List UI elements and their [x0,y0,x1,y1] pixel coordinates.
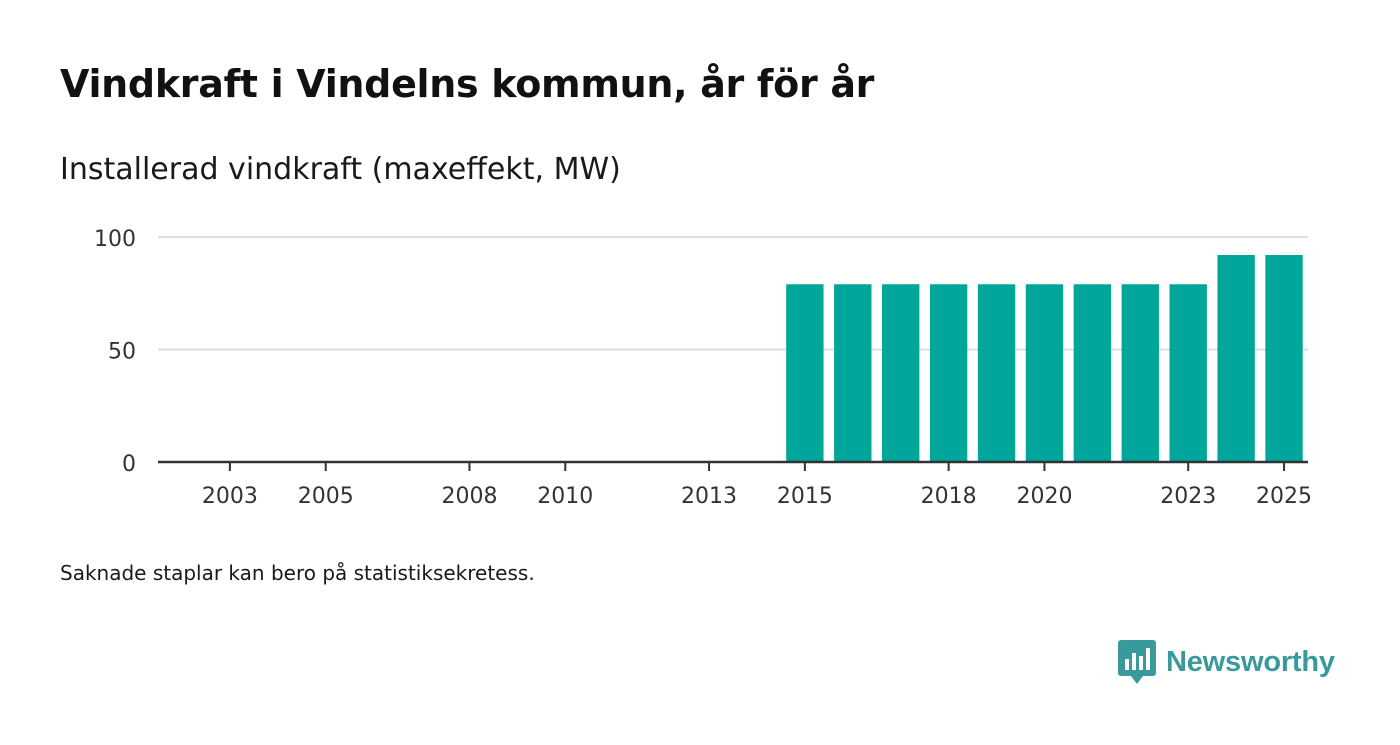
gridlines [158,236,1308,351]
x-tick-label-2013: 2013 [681,484,737,509]
bar-chart: 0 50 100 2003 2005 2008 2010 2013 2015 2018 2020 20… [94,227,1312,509]
bar-2023[interactable] [1169,284,1207,462]
newsworthy-logo[interactable]: Newsworthy [1118,640,1335,684]
newsworthy-logo-icon [1118,640,1156,684]
bar-2024[interactable] [1217,255,1255,462]
chart-subtitle: Installerad vindkraft (maxeffekt, MW) [60,152,621,187]
y-tick-label-100: 100 [94,227,136,252]
y-tick-label-0: 0 [122,452,136,477]
bar-2015[interactable] [786,284,824,462]
bar-2022[interactable] [1121,284,1159,462]
x-tick-label-2023: 2023 [1160,484,1216,509]
x-tick-label-2018: 2018 [921,484,977,509]
bar-2025[interactable] [1265,255,1303,462]
chart-title: Vindkraft i Vindelns kommun, år för år [60,62,875,106]
bar-2018[interactable] [929,284,968,462]
bar-2019[interactable] [977,284,1016,462]
bar-2016[interactable] [834,284,872,462]
bar-2017[interactable] [882,284,920,462]
footnote: Saknade staplar kan bero på statistiksek… [60,561,535,585]
y-tick-label-50: 50 [108,340,136,365]
x-tick-label-2025: 2025 [1256,484,1312,509]
bar-2021[interactable] [1073,284,1112,462]
x-tick-label-2010: 2010 [537,484,593,509]
x-tick-label-2015: 2015 [777,484,833,509]
x-tick-label-2005: 2005 [298,484,354,509]
bar-2020[interactable] [1025,284,1064,462]
brand-name: Newsworthy [1166,645,1335,678]
bars [786,255,1303,462]
x-tick-label-2003: 2003 [202,484,258,509]
tick-labels: 0 50 100 2003 2005 2008 2010 2013 2015 2018 2020 20… [94,227,1312,509]
axes [158,460,1308,471]
x-tick-label-2008: 2008 [441,484,497,509]
x-tick-label-2020: 2020 [1016,484,1072,509]
